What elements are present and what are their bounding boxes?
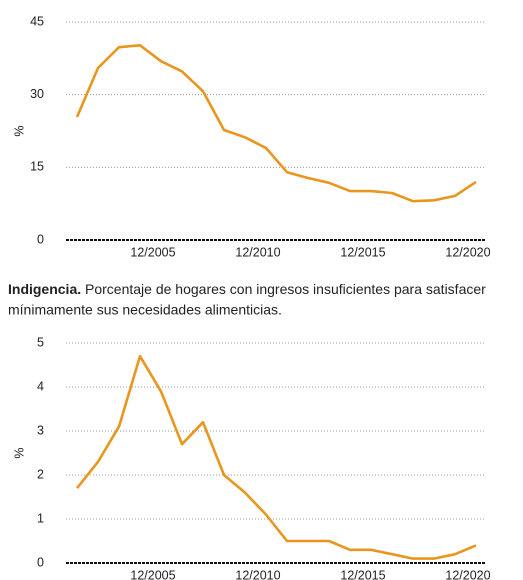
x-tick-label: 12/2005 <box>130 245 175 259</box>
data-line <box>75 43 477 203</box>
x-tick-label: 12/2010 <box>235 568 280 580</box>
y-tick-label: 0 <box>37 555 44 569</box>
y-tick-label: 1 <box>37 511 44 525</box>
y-tick-label: 30 <box>30 87 44 101</box>
data-line <box>75 354 477 560</box>
x-tick-label: 12/2020 <box>445 568 490 580</box>
x-tick-label: 12/2015 <box>340 245 385 259</box>
y-tick-label: 0 <box>37 232 44 246</box>
y-axis-label: % <box>12 125 26 136</box>
x-tick-label: 12/2010 <box>235 245 280 259</box>
y-tick-label: 5 <box>37 335 44 349</box>
x-tick-label: 12/2015 <box>340 568 385 580</box>
x-tick-label: 12/2020 <box>445 245 490 259</box>
chart-subtitle-b: mínimamente sus necesidades alimenticias… <box>8 302 282 318</box>
chart-title: Indigencia. <box>8 281 81 297</box>
y-axis-label: % <box>12 447 26 458</box>
chart-heading: Indigencia. Porcentaje de hogares con in… <box>8 281 486 297</box>
y-tick-label: 45 <box>30 14 44 28</box>
chart-subtitle-a: Porcentaje de hogares con ingresos insuf… <box>85 281 486 297</box>
x-tick-label: 12/2005 <box>130 568 175 580</box>
y-tick-label: 2 <box>37 467 44 481</box>
y-tick-label: 15 <box>30 160 44 174</box>
y-tick-label: 3 <box>37 423 44 437</box>
y-tick-label: 4 <box>37 379 44 393</box>
